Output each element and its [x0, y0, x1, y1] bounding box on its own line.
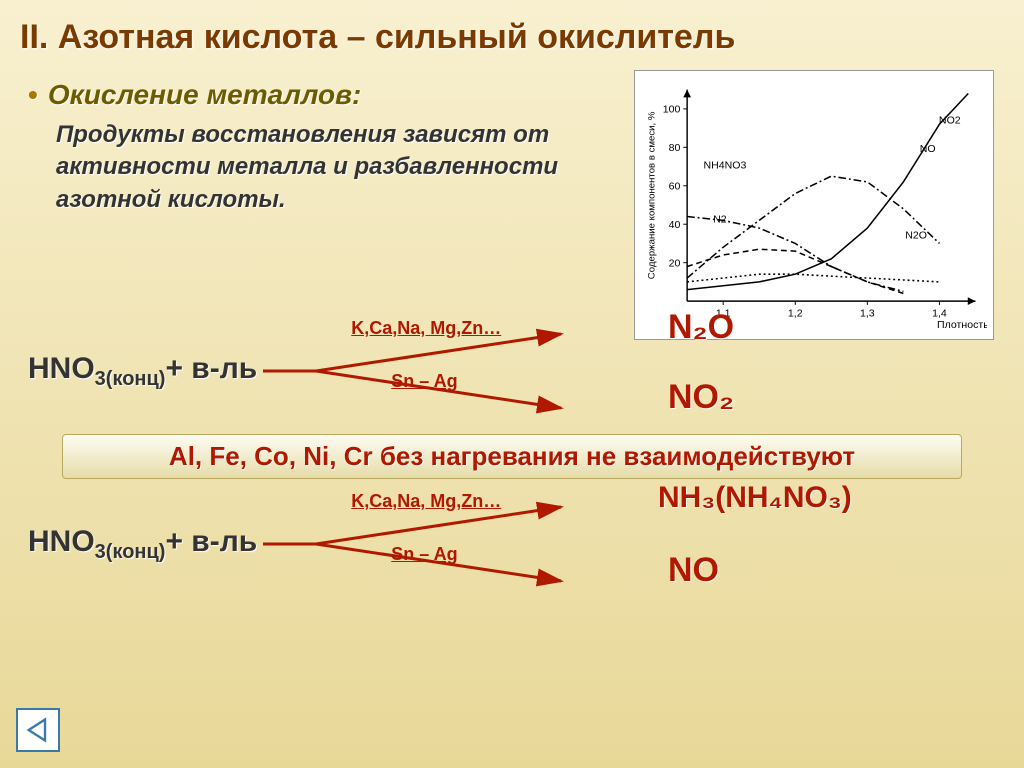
- reagent-1-main: HNO: [28, 352, 95, 385]
- reagent-2-sub: 3(конц): [95, 541, 166, 563]
- bullet-icon: •: [28, 79, 38, 110]
- svg-text:NO2: NO2: [939, 114, 961, 126]
- chart: 204060801001,11,21,31,4Плотность, г/см³С…: [634, 70, 994, 340]
- chart-svg: 204060801001,11,21,31,4Плотность, г/см³С…: [641, 77, 987, 333]
- reagent-2-tail: + в-ль: [165, 525, 257, 558]
- product-2-bottom: NO: [668, 551, 719, 590]
- prev-slide-button[interactable]: [16, 708, 60, 752]
- svg-text:NO: NO: [920, 143, 936, 155]
- reagent-1: HNO3(конц)+ в-ль: [28, 352, 257, 391]
- branch-2-top-label: K,Ca,Na, Mg,Zn…: [351, 491, 501, 512]
- reactions-area: HNO3(конц)+ в-ль K,Ca,Na, Mg,Zn… Sn – Ag…: [0, 316, 1024, 599]
- reaction-2: HNO3(конц)+ в-ль K,Ca,Na, Mg,Zn… Sn – Ag…: [28, 489, 996, 599]
- arrow-branch-2: K,Ca,Na, Mg,Zn… Sn – Ag: [261, 489, 581, 599]
- branch-1-bottom-label: Sn – Ag: [391, 371, 457, 392]
- note-box: Al, Fe, Co, Ni, Cr без нагревания не вза…: [62, 434, 962, 479]
- product-1-top: N₂O: [668, 308, 734, 347]
- slide-title: II. Азотная кислота – сильный окислитель: [0, 0, 1024, 69]
- svg-text:N2O: N2O: [905, 230, 927, 242]
- branch-2-bottom-label: Sn – Ag: [391, 544, 457, 565]
- reagent-2-main: HNO: [28, 525, 95, 558]
- reaction-1: HNO3(конц)+ в-ль K,Ca,Na, Mg,Zn… Sn – Ag…: [28, 316, 996, 426]
- svg-text:NH4NO3: NH4NO3: [703, 159, 746, 171]
- branch-1-top-label: K,Ca,Na, Mg,Zn…: [351, 318, 501, 339]
- svg-text:100: 100: [663, 104, 681, 116]
- subheading-text: Окисление металлов:: [48, 79, 362, 110]
- reagent-1-tail: + в-ль: [165, 352, 257, 385]
- svg-text:N2: N2: [713, 213, 727, 225]
- product-1-bottom: NO₂: [668, 378, 734, 417]
- reagent-2: HNO3(конц)+ в-ль: [28, 525, 257, 564]
- triangle-left-icon: [24, 716, 52, 744]
- svg-text:20: 20: [669, 258, 681, 270]
- svg-text:80: 80: [669, 142, 681, 154]
- svg-text:Содержание компонентов в смеси: Содержание компонентов в смеси, %: [646, 111, 657, 279]
- svg-text:40: 40: [669, 219, 681, 231]
- reagent-1-sub: 3(конц): [95, 368, 166, 390]
- arrow-branch-1: K,Ca,Na, Mg,Zn… Sn – Ag: [261, 316, 581, 426]
- body-text: Продукты восстановления зависят от актив…: [56, 119, 616, 216]
- svg-text:60: 60: [669, 181, 681, 193]
- product-2-top: NH₃(NH₄NO₃): [658, 481, 852, 515]
